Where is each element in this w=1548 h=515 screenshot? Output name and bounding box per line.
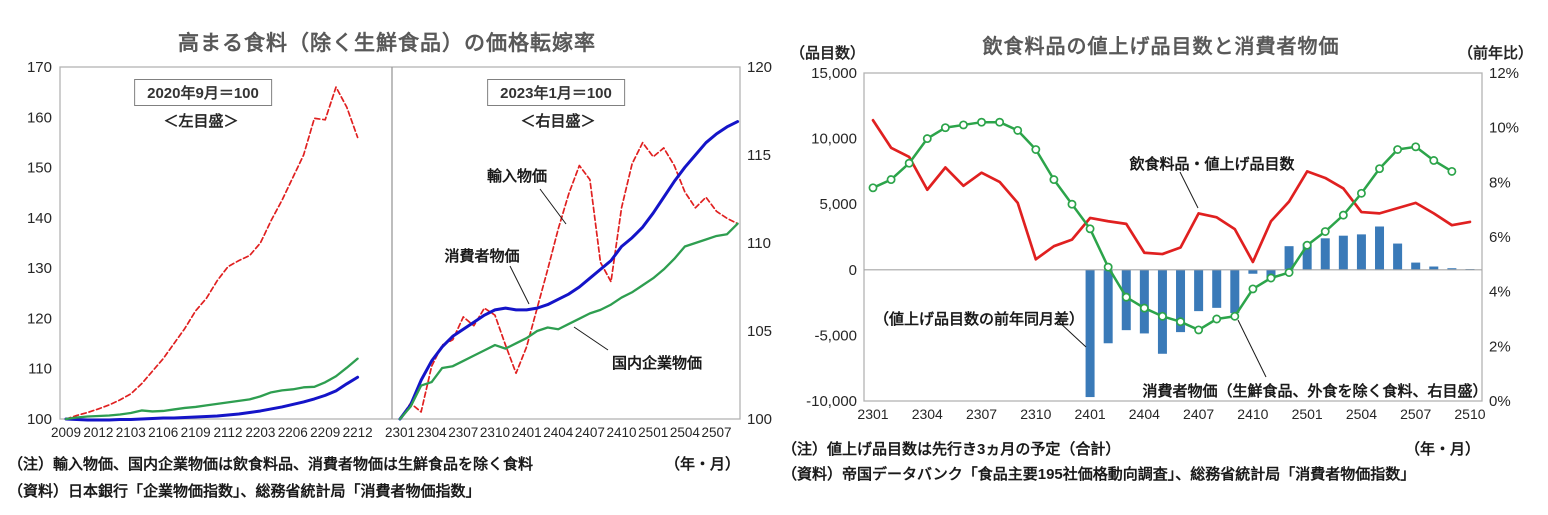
svg-text:2012: 2012 <box>83 425 113 440</box>
svg-text:2401: 2401 <box>512 425 542 440</box>
svg-text:-5,000: -5,000 <box>814 327 857 344</box>
svg-text:2103: 2103 <box>116 425 146 440</box>
right-chart-plot: 15,000 10,000 5,000 0 -5,000 -10,000 12% 10% 8% 6… <box>806 65 1519 422</box>
svg-text:0: 0 <box>849 262 857 279</box>
svg-text:2407: 2407 <box>1183 406 1214 422</box>
svg-text:100: 100 <box>747 411 772 428</box>
svg-text:2203: 2203 <box>245 425 275 440</box>
svg-text:2209: 2209 <box>310 425 340 440</box>
svg-text:2401: 2401 <box>1075 406 1106 422</box>
svg-text:120: 120 <box>27 310 52 327</box>
bars-annotation: （値上げ品目数の前年同月差） <box>873 311 1085 328</box>
svg-text:4%: 4% <box>1489 284 1511 301</box>
svg-text:100: 100 <box>27 411 52 428</box>
left-chart-title: 高まる食料（除く生鮮食品）の価格転嫁率 <box>178 32 596 55</box>
svg-text:2304: 2304 <box>417 425 448 440</box>
svg-text:10,000: 10,000 <box>811 131 857 148</box>
consumer-price-annotation: 消費者物価 <box>444 248 520 265</box>
svg-text:2410: 2410 <box>607 425 637 440</box>
svg-text:2510: 2510 <box>1454 406 1485 422</box>
svg-text:110: 110 <box>747 235 771 252</box>
items-line-annotation: 飲食料品・値上げ品目数 <box>1129 156 1295 173</box>
right-axis-caption: （前年比） <box>1458 45 1534 62</box>
svg-text:2310: 2310 <box>480 425 510 440</box>
left-chart-note-row: （注）輸入物価、国内企業物価は飲食料品、消費者物価は生鮮食品を除く食料 （年・月… <box>8 453 740 474</box>
svg-text:2410: 2410 <box>1237 406 1268 422</box>
svg-text:2009: 2009 <box>51 425 81 440</box>
svg-text:110: 110 <box>28 361 52 378</box>
scale-note-right-panel: ＜右目盛＞ <box>520 113 596 130</box>
svg-text:2504: 2504 <box>670 425 701 440</box>
right-chart-source: （資料）帝国データバンク「食品主要195社価格動向調査」、総務省統計局「消費者物… <box>782 466 1416 483</box>
svg-text:140: 140 <box>27 210 52 227</box>
svg-text:6%: 6% <box>1489 229 1511 246</box>
svg-text:2507: 2507 <box>701 425 731 440</box>
svg-text:2504: 2504 <box>1346 406 1377 422</box>
import-price-annotation: 輸入物価 <box>486 168 548 185</box>
svg-text:2310: 2310 <box>1020 406 1051 422</box>
svg-text:2404: 2404 <box>1129 406 1160 422</box>
svg-text:2501: 2501 <box>1292 406 1323 422</box>
svg-text:150: 150 <box>27 160 52 177</box>
svg-text:105: 105 <box>747 323 772 340</box>
svg-text:-10,000: -10,000 <box>806 393 857 410</box>
index-base-box-left-panel: 2020年9月＝100 <box>134 79 272 106</box>
scale-note-left-panel: ＜左目盛＞ <box>163 113 239 130</box>
svg-text:2106: 2106 <box>148 425 178 440</box>
svg-text:2507: 2507 <box>1400 406 1431 422</box>
svg-text:2112: 2112 <box>213 425 242 440</box>
svg-text:115: 115 <box>747 147 771 164</box>
svg-text:15,000: 15,000 <box>811 65 857 82</box>
svg-text:2304: 2304 <box>912 406 943 422</box>
svg-text:2307: 2307 <box>448 425 478 440</box>
svg-text:2109: 2109 <box>181 425 211 440</box>
corporate-price-annotation: 国内企業物価 <box>611 355 703 372</box>
cpi-line-annotation: 消費者物価（生鮮食品、外食を除く食料、右目盛） <box>1142 383 1488 400</box>
price-passthrough-chart: 高まる食料（除く生鮮食品）の価格転嫁率 170 160 150 140 130 120 11… <box>8 32 772 500</box>
svg-text:2212: 2212 <box>343 425 373 440</box>
left-chart-plot: 1701601501401301201101001201151101051002… <box>27 59 772 440</box>
svg-text:2%: 2% <box>1489 338 1511 355</box>
right-chart-note-row: （注）値上げ品目数は先行き3ヵ月の予定（合計） （年・月） <box>782 438 1480 459</box>
left-chart-unit-label: （年・月） <box>664 456 740 473</box>
svg-text:2404: 2404 <box>543 425 574 440</box>
left-chart-source: （資料）日本銀行「企業物価指数」、総務省統計局「消費者物価指数」 <box>8 483 481 500</box>
price-hike-items-chart: 飲食料品の値上げ品目数と消費者物価 （品目数） （前年比） 15,000 10,0… <box>774 0 1548 515</box>
index-base-box-right-panel: 2023年1月＝100 <box>487 79 625 106</box>
svg-text:10%: 10% <box>1489 120 1519 137</box>
svg-text:2501: 2501 <box>638 425 668 440</box>
svg-text:2407: 2407 <box>575 425 605 440</box>
svg-text:5,000: 5,000 <box>819 196 857 213</box>
svg-text:170: 170 <box>27 59 52 76</box>
left-axis-caption: （品目数） <box>790 45 866 62</box>
svg-text:8%: 8% <box>1489 174 1511 191</box>
right-chart-title: 飲食料品の値上げ品目数と消費者物価 <box>982 36 1340 58</box>
svg-text:0%: 0% <box>1489 393 1511 410</box>
svg-text:2206: 2206 <box>278 425 308 440</box>
svg-text:2301: 2301 <box>857 406 888 422</box>
svg-text:160: 160 <box>27 109 52 126</box>
right-chart-note: （注）値上げ品目数は先行き3ヵ月の予定（合計） <box>782 441 1121 458</box>
left-chart-note: （注）輸入物価、国内企業物価は飲食料品、消費者物価は生鮮食品を除く食料 <box>8 456 534 473</box>
svg-text:2307: 2307 <box>966 406 997 422</box>
svg-text:130: 130 <box>27 260 52 277</box>
svg-text:2301: 2301 <box>385 425 415 440</box>
right-chart-unit-label: （年・月） <box>1404 441 1480 458</box>
svg-text:12%: 12% <box>1489 65 1519 82</box>
svg-text:120: 120 <box>747 59 772 76</box>
